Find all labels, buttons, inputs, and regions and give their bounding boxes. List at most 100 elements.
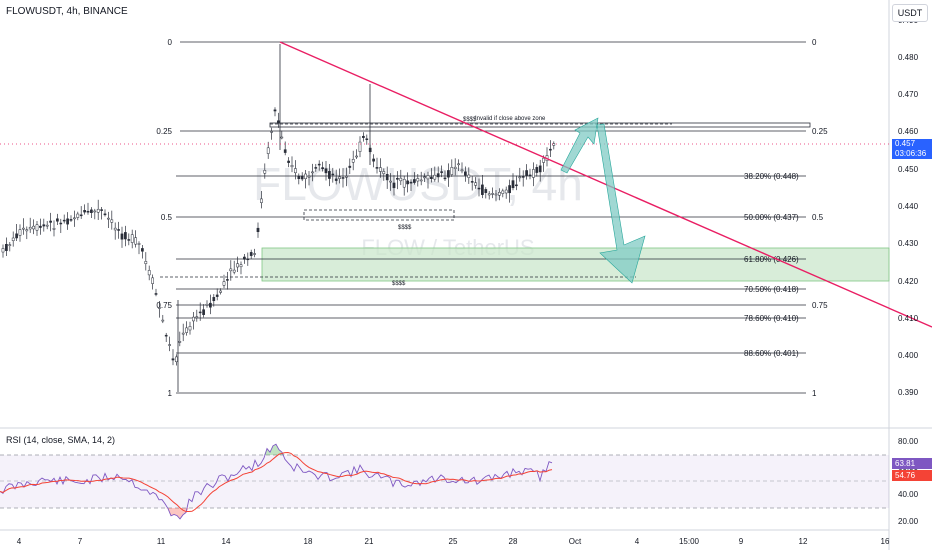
candle-body bbox=[345, 176, 348, 178]
price-tick-label: 0.410 bbox=[898, 314, 919, 323]
fib-level-right-label: 61.80% (0.426) bbox=[744, 255, 799, 264]
candle-body bbox=[90, 209, 93, 213]
candle-body bbox=[107, 217, 110, 220]
current-price-tag: 0.457 03:06:36 bbox=[892, 139, 932, 159]
descending-trendline[interactable] bbox=[279, 41, 932, 328]
time-tick-label: 16 bbox=[881, 537, 890, 546]
candle-body bbox=[494, 193, 498, 196]
candle-body bbox=[467, 174, 471, 178]
candle-body bbox=[552, 143, 556, 146]
candle-body bbox=[443, 177, 447, 180]
candle-body bbox=[372, 158, 375, 162]
price-tick-label: 0.440 bbox=[898, 202, 919, 211]
candle-body bbox=[249, 252, 253, 256]
currency-button[interactable]: USDT bbox=[892, 4, 928, 22]
time-axis[interactable]: 4 7 11 14 18 21 25 28 Oct 4 15:00 9 12 16 bbox=[17, 537, 890, 546]
candle-body bbox=[209, 302, 212, 308]
time-tick-label: 4 bbox=[635, 537, 640, 546]
candle-body bbox=[266, 147, 270, 154]
liq-mark-mid: $$$$ bbox=[398, 225, 412, 231]
candle-body bbox=[453, 166, 457, 169]
candle-body bbox=[521, 176, 525, 178]
candle-body bbox=[433, 174, 437, 180]
demand-zone[interactable] bbox=[261, 247, 890, 282]
candle-body bbox=[328, 171, 331, 179]
candle-body bbox=[491, 193, 494, 195]
bar-countdown: 03:06:36 bbox=[895, 149, 927, 158]
fib-level-left-label: 1 bbox=[168, 389, 173, 398]
invalidation-zone[interactable] bbox=[269, 122, 811, 128]
fib-level-right-label: 0 bbox=[812, 38, 817, 47]
candle-body bbox=[290, 165, 294, 168]
candle-body bbox=[464, 171, 467, 176]
rsi-oversold-fill bbox=[0, 508, 552, 519]
candle-body bbox=[18, 229, 22, 236]
fib-level-left-label: 0.75 bbox=[156, 301, 172, 310]
time-tick-label: 9 bbox=[739, 537, 744, 546]
candle-body bbox=[297, 175, 301, 180]
candle-body bbox=[175, 356, 178, 363]
candle-body bbox=[263, 170, 267, 174]
candle-body bbox=[59, 222, 63, 225]
rsi-tick-label: 40.00 bbox=[898, 490, 919, 499]
candle-body bbox=[348, 165, 352, 168]
candle-body bbox=[351, 159, 355, 163]
candle-body bbox=[338, 176, 341, 179]
candle-body bbox=[11, 237, 15, 241]
candle-body bbox=[56, 218, 59, 222]
candle-body bbox=[8, 244, 12, 246]
main-pane[interactable] bbox=[0, 0, 889, 428]
candle-body bbox=[317, 163, 321, 166]
candle-body bbox=[481, 184, 484, 195]
candle-body bbox=[406, 180, 409, 185]
symbol-header[interactable]: FLOWUSDT, 4h, BINANCE bbox=[6, 6, 128, 17]
fib-level-left-label: 0.5 bbox=[161, 213, 173, 222]
candle-body bbox=[141, 248, 144, 252]
liq-mark-low: $$$$ bbox=[392, 281, 406, 287]
candle-body bbox=[470, 181, 474, 183]
rsi-label[interactable]: RSI (14, close, SMA, 14, 2) bbox=[6, 435, 116, 445]
candle-body bbox=[39, 225, 42, 228]
candle-body bbox=[355, 155, 358, 158]
candle-body bbox=[314, 167, 318, 169]
candle-body bbox=[83, 210, 86, 213]
projection-arrow-up[interactable] bbox=[560, 117, 599, 174]
candle-body bbox=[100, 209, 103, 211]
liquidity-box-mid[interactable] bbox=[303, 209, 455, 221]
fib-level-right-label: 50.00% (0.437) bbox=[744, 213, 799, 222]
candle-body bbox=[474, 182, 477, 186]
fib-retracement[interactable]: 0 0 0.25 0.25 38.20% (0.448) 0.5 50.00% (0.437… bbox=[156, 38, 828, 398]
candle-body bbox=[334, 178, 338, 181]
candle-body bbox=[161, 319, 165, 322]
liq-mark-top: $$$$ bbox=[463, 117, 477, 123]
candle-body bbox=[151, 277, 154, 284]
price-axis[interactable]: 0.4900.4800.4700.4600.4500.4400.4300.420… bbox=[898, 16, 919, 397]
candle-body bbox=[515, 184, 518, 187]
candle-body bbox=[79, 214, 83, 217]
current-price-value: 0.457 bbox=[895, 139, 916, 148]
candle-body bbox=[508, 185, 511, 194]
candle-body bbox=[198, 311, 202, 314]
candle-body bbox=[362, 135, 365, 138]
candle-body bbox=[28, 226, 32, 230]
candle-body bbox=[212, 297, 216, 302]
candle-body bbox=[331, 173, 335, 176]
candle-body bbox=[232, 269, 236, 273]
fib-level-right-label: 0.25 bbox=[812, 127, 828, 136]
candle-body bbox=[35, 224, 39, 231]
candle-body bbox=[229, 268, 233, 272]
candle-body bbox=[426, 175, 430, 180]
projection-arrow-down[interactable] bbox=[596, 123, 646, 284]
rsi-line bbox=[0, 443, 553, 520]
price-tick-label: 0.460 bbox=[898, 127, 919, 136]
candle-body bbox=[419, 179, 423, 182]
candle-body bbox=[178, 341, 182, 343]
candle-body bbox=[253, 253, 256, 255]
candle-body bbox=[440, 171, 443, 173]
invalid-note: Invalid if close above zone bbox=[475, 116, 546, 122]
candle-body bbox=[154, 293, 158, 295]
candle-body bbox=[239, 264, 243, 268]
candle-body bbox=[501, 190, 505, 194]
